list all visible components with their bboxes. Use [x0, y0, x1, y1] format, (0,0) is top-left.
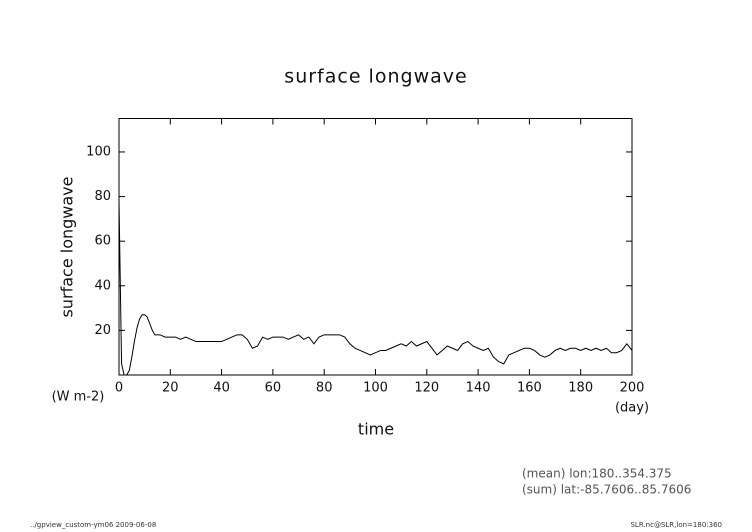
- x-tick-label: 40: [213, 381, 230, 396]
- x-axis-units: (day): [615, 401, 649, 416]
- x-tick-label: 60: [265, 381, 282, 396]
- y-tick-label: 20: [94, 323, 111, 338]
- footer: ../gpview_custom-ym06 2009-06-08: [30, 521, 156, 529]
- footer: SLR.nc@SLR,lon=180:360: [630, 521, 722, 529]
- y-axis-units: (W m-2): [52, 390, 105, 405]
- x-tick-label: 160: [517, 381, 542, 396]
- x-tick-label: 140: [466, 381, 491, 396]
- x-tick-label: 20: [162, 381, 179, 396]
- y-tick-label: 80: [94, 189, 111, 204]
- x-tick-label: 120: [414, 381, 439, 396]
- plot-frame: [118, 118, 633, 376]
- annotation: (sum) lat:-85.7606..85.7606: [522, 483, 691, 497]
- x-tick-label: 80: [316, 381, 333, 396]
- x-tick-label: 0: [115, 381, 123, 396]
- y-tick-label: 100: [86, 144, 111, 159]
- x-tick-label: 200: [620, 381, 645, 396]
- annotation: (mean) lon:180..354.375: [522, 467, 672, 481]
- x-axis-label: time: [358, 420, 394, 439]
- y-axis-label: surface longwave: [58, 177, 77, 318]
- x-tick-label: 180: [568, 381, 593, 396]
- y-tick-label: 60: [94, 234, 111, 249]
- chart-title: surface longwave: [284, 66, 467, 88]
- y-tick-label: 40: [94, 278, 111, 293]
- x-tick-label: 100: [363, 381, 388, 396]
- data-line: [118, 201, 633, 376]
